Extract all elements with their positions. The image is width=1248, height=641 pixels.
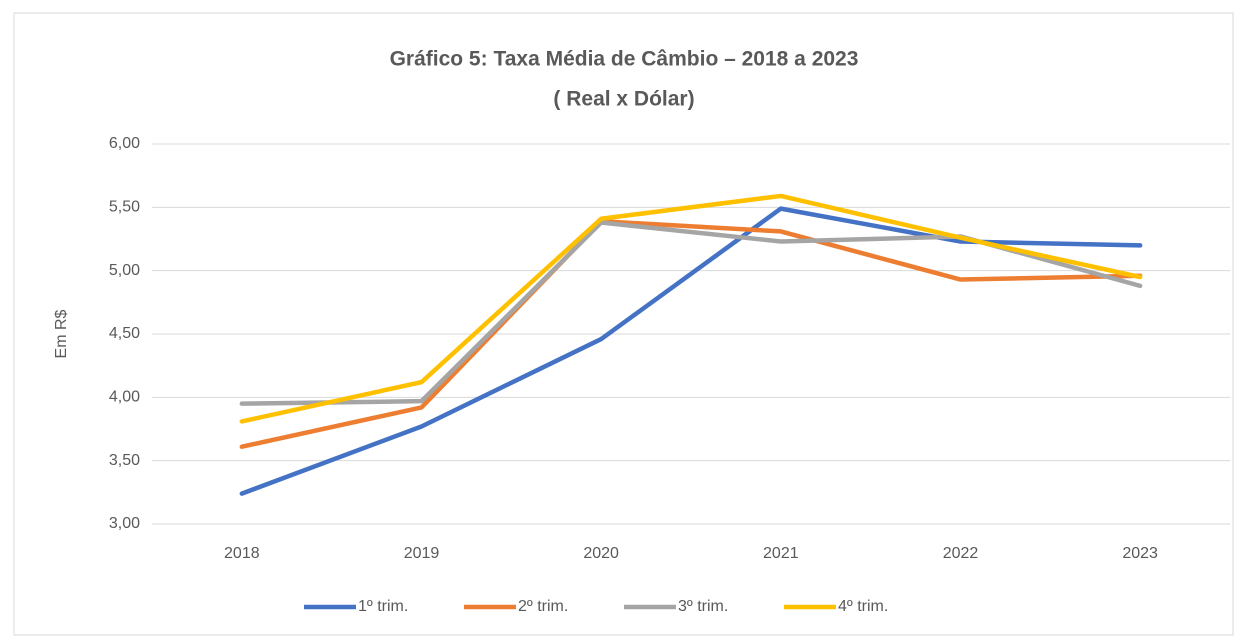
line-series <box>239 219 1143 449</box>
x-tick-label: 2019 <box>404 545 440 562</box>
x-tick-label: 2022 <box>943 545 979 562</box>
legend-label: 1º trim. <box>358 598 408 615</box>
legend-label: 3º trim. <box>678 598 728 615</box>
legend-label: 2º trim. <box>518 598 568 615</box>
y-tick-label: 3,00 <box>109 515 140 532</box>
x-tick-label: 2018 <box>224 545 260 562</box>
chart-subtitle: ( Real x Dólar) <box>553 88 694 111</box>
y-tick-label: 5,00 <box>109 262 140 279</box>
x-tick-label: 2023 <box>1122 545 1158 562</box>
y-axis-label: Em R$ <box>53 309 70 358</box>
x-tick-label: 2021 <box>763 545 799 562</box>
x-tick-label: 2020 <box>583 545 619 562</box>
y-tick-label: 6,00 <box>109 135 140 152</box>
legend-label: 4º trim. <box>838 598 888 615</box>
y-tick-label: 3,50 <box>109 452 140 469</box>
line-series <box>239 193 1143 424</box>
y-tick-label: 4,50 <box>109 325 140 342</box>
y-tick-label: 5,50 <box>109 199 140 216</box>
chart-title: Gráfico 5: Taxa Média de Câmbio – 2018 a… <box>390 48 859 71</box>
y-tick-label: 4,00 <box>109 389 140 406</box>
